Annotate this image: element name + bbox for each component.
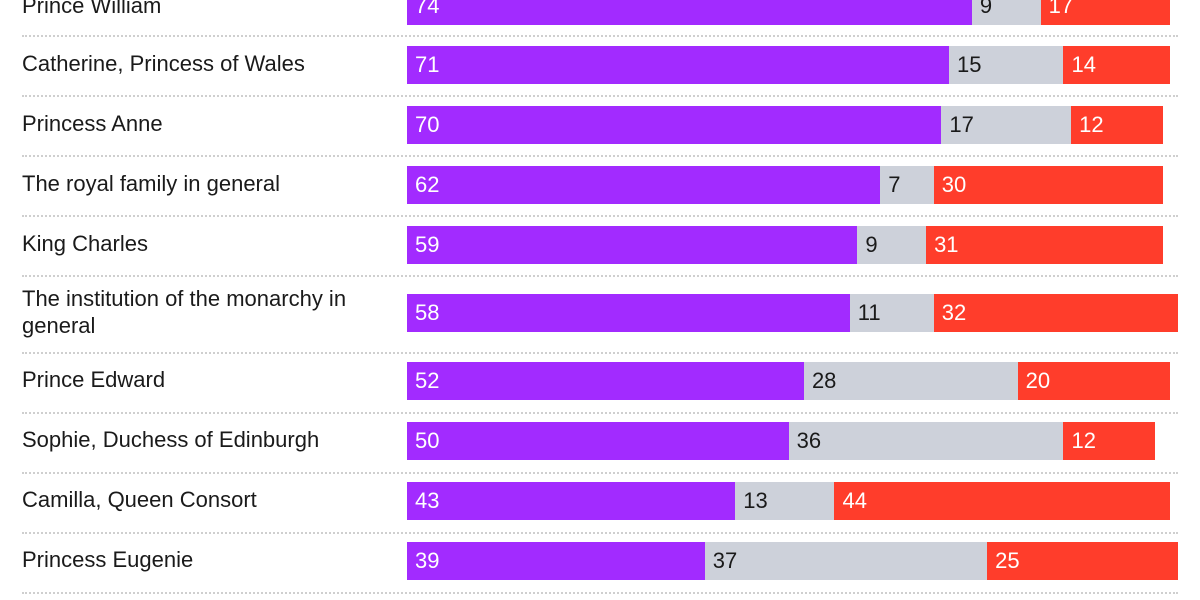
bar-segment-neutral: 37	[704, 542, 988, 580]
bar-segment-positive: 70	[407, 106, 942, 144]
category-label: Prince William	[22, 0, 162, 18]
bar-segment-positive: 50	[407, 422, 789, 460]
bar-segment-positive: 62	[407, 166, 881, 204]
bar-segment-negative: 17	[1040, 0, 1171, 25]
row-divider	[22, 592, 1178, 594]
data-label: 31	[934, 232, 959, 257]
category-label: Princess Anne	[22, 111, 163, 136]
stacked-bar: 71 15 14	[407, 46, 1171, 84]
data-label: 9	[979, 0, 993, 18]
row-divider	[22, 155, 1178, 157]
stacked-bar: 50 36 12	[407, 422, 1156, 460]
data-label: 7	[888, 172, 901, 197]
stacked-bar: 74 9 17	[407, 0, 1171, 25]
data-label: 70	[415, 112, 440, 137]
bar-segment-negative: 25	[987, 542, 1178, 580]
bar-segment-neutral: 17	[941, 106, 1072, 144]
category-label: Catherine, Princess of Wales	[22, 51, 305, 76]
data-label: 20	[1025, 368, 1051, 393]
row-divider	[22, 472, 1178, 474]
bar-segment-neutral: 9	[971, 0, 1041, 25]
stacked-bar: 59 9 31	[407, 226, 1163, 264]
data-label: 74	[415, 0, 440, 18]
data-label: 25	[995, 548, 1020, 573]
data-label: 14	[1071, 52, 1096, 77]
bar-segment-neutral: 28	[803, 362, 1018, 400]
data-label: 28	[811, 368, 837, 393]
row-divider	[22, 35, 1178, 37]
bar-segment-positive: 58	[407, 294, 850, 332]
bar-segment-negative: 14	[1063, 46, 1171, 84]
data-label: 52	[415, 368, 440, 393]
category-label: The royal family in general	[22, 171, 281, 196]
bar-segment-positive: 59	[407, 226, 858, 264]
row-divider	[22, 215, 1178, 217]
data-label: 44	[842, 488, 867, 513]
data-label: 59	[415, 232, 440, 257]
category-label: Camilla, Queen Consort	[22, 487, 257, 512]
bar-segment-neutral: 11	[849, 294, 934, 332]
data-label: 11	[857, 300, 881, 325]
category-label: King Charles	[22, 231, 148, 256]
data-label: 39	[415, 548, 440, 573]
bar-segment-positive: 43	[407, 482, 736, 520]
row-divider	[22, 532, 1178, 534]
data-label: 17	[1048, 0, 1074, 18]
data-label: 37	[712, 548, 738, 573]
bar-segment-neutral: 36	[788, 422, 1064, 460]
category-label: Princess Eugenie	[22, 547, 194, 572]
category-label: The institution of the monarchy in gener…	[22, 286, 347, 338]
data-label: 71	[415, 52, 440, 77]
bar-segment-positive: 71	[407, 46, 949, 84]
bar-segment-neutral: 13	[735, 482, 835, 520]
category-label: Sophie, Duchess of Edinburgh	[22, 427, 320, 452]
row-divider	[22, 275, 1178, 277]
data-label: 12	[1071, 428, 1096, 453]
data-label: 62	[415, 172, 440, 197]
category-label: Prince Edward	[22, 367, 166, 392]
bar-segment-negative: 20	[1017, 362, 1171, 400]
stacked-bar: 62 7 30	[407, 166, 1163, 204]
stacked-bar: 43 13 44	[407, 482, 1171, 520]
data-label: 32	[941, 300, 967, 325]
data-label: 30	[941, 172, 967, 197]
data-label: 12	[1079, 112, 1104, 137]
data-label: 43	[415, 488, 440, 513]
row-divider	[22, 95, 1178, 97]
stacked-bar: 70 17 12	[407, 106, 1163, 144]
bar-segment-negative: 44	[834, 482, 1171, 520]
bar-segment-negative: 32	[933, 294, 1178, 332]
stacked-bar: 39 37 25	[407, 542, 1178, 580]
row-divider	[22, 352, 1178, 354]
bar-segment-positive: 74	[407, 0, 972, 25]
bar-segment-positive: 52	[407, 362, 804, 400]
bar-segment-neutral: 7	[880, 166, 934, 204]
data-label: 13	[743, 488, 768, 513]
data-label: 17	[949, 112, 974, 137]
bar-segment-neutral: 9	[857, 226, 927, 264]
bar-segment-negative: 12	[1063, 422, 1156, 460]
bar-segment-positive: 39	[407, 542, 705, 580]
stacked-bar: 58 11 32	[407, 294, 1178, 332]
bar-segment-negative: 31	[926, 226, 1163, 264]
data-label: 58	[415, 300, 440, 325]
bar-segment-neutral: 15	[948, 46, 1064, 84]
bar-segment-negative: 12	[1071, 106, 1163, 144]
data-label: 15	[956, 52, 982, 77]
data-label: 36	[796, 428, 822, 453]
row-divider	[22, 412, 1178, 414]
bar-segment-negative: 30	[933, 166, 1163, 204]
stacked-bar: 52 28 20	[407, 362, 1171, 400]
data-label: 50	[415, 428, 440, 453]
data-label: 9	[865, 232, 878, 257]
